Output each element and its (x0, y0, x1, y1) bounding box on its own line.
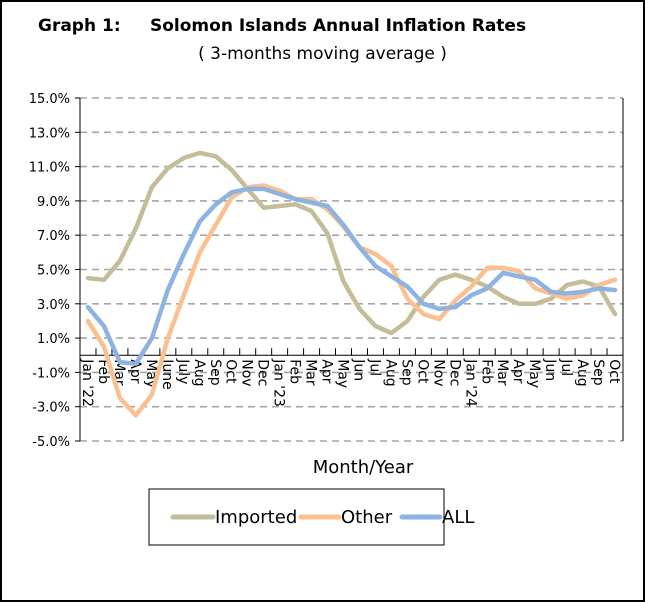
title-text: Solomon Islands Annual Inflation Rates (150, 16, 527, 36)
chart-title: Graph 1: Solomon Islands Annual Inflation… (38, 16, 526, 36)
series-line-imported (85, 150, 618, 336)
x-tick-label: Jan '22 (79, 358, 95, 407)
x-tick-label: Oct (414, 359, 430, 384)
x-tick-label: Nov (430, 359, 446, 386)
y-tick-label: -1.0% (32, 366, 70, 381)
x-tick-label: Jul (558, 358, 574, 376)
x-tick-label: June (159, 358, 175, 390)
series-lines (85, 150, 618, 418)
x-tick-label: Sep (590, 359, 606, 386)
x-tick-label: May (526, 359, 542, 388)
x-tick-label: Feb (287, 359, 303, 384)
x-tick-label: Feb (478, 359, 494, 384)
x-tick-label: Jun (350, 358, 366, 381)
x-tick-label: Aug (574, 359, 590, 386)
y-axis: 15.0% 13.0% 11.0% 9.0% 7.0% 5.0% 3.0% 1.0% -1.0%… (29, 92, 624, 450)
x-tick-label: Jan '23 (271, 358, 287, 407)
y-tick-label: 11.0% (29, 161, 70, 176)
x-tick-label: Dec (446, 359, 462, 386)
y-tick-label: 5.0% (37, 264, 70, 279)
legend-label-other: Other (341, 507, 393, 528)
y-tick-label: 7.0% (37, 229, 70, 244)
x-tick-label: Dec (255, 359, 271, 386)
y-tick-label: 13.0% (29, 126, 70, 141)
x-tick-label: Aug (191, 359, 207, 386)
x-axis-title: Month/Year (313, 457, 414, 478)
legend-label-imported: Imported (215, 507, 297, 528)
x-tick-label: Apr (510, 359, 526, 383)
x-tick-label: Mar (494, 359, 510, 386)
chart-subtitle: ( 3-months moving average ) (198, 44, 447, 64)
y-tick-label: -5.0% (32, 435, 70, 450)
x-tick-label: Apr (319, 359, 335, 383)
x-tick-label: Jun (542, 358, 558, 381)
x-tick-label: Oct (223, 359, 239, 384)
x-tick-label: Jul (366, 358, 382, 376)
legend: Imported Other ALL (148, 488, 474, 546)
x-tick-label: Aug (382, 359, 398, 386)
x-axis: Jan '22 Feb Mar Apr May June July Aug Sep Oct Nov D… (79, 348, 624, 407)
x-tick-label: Mar (303, 359, 319, 386)
series-line-all (85, 186, 618, 367)
y-tick-label: 1.0% (37, 332, 70, 347)
x-tick-label: Nov (239, 359, 255, 386)
x-tick-label: Jan '24 (462, 358, 478, 407)
x-tick-label: Feb (95, 359, 111, 384)
legend-label-all: ALL (442, 507, 474, 528)
x-tick-label: Oct (606, 359, 622, 384)
x-tick-label: Sep (398, 359, 414, 386)
y-tick-label: 9.0% (37, 195, 70, 210)
x-tick-label: May (335, 359, 351, 388)
graph-number: Graph 1: (38, 16, 121, 36)
y-tick-label: 15.0% (29, 92, 70, 107)
x-tick-label: Sep (207, 359, 223, 386)
y-tick-label: 3.0% (37, 298, 70, 313)
y-tick-label: -3.0% (32, 401, 70, 416)
x-tick-label: July (175, 358, 191, 384)
